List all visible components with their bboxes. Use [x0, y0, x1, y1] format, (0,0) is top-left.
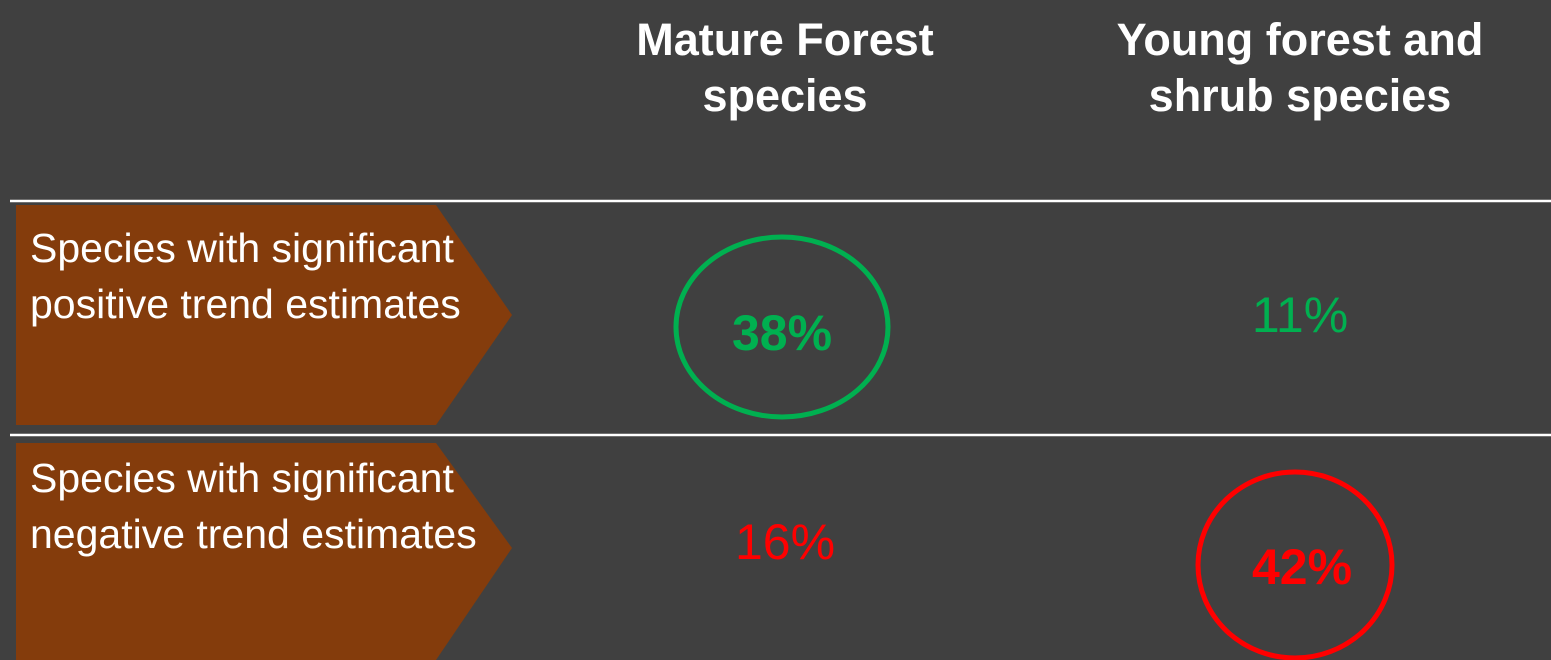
- cell-value: 11%: [1251, 287, 1349, 343]
- cell-value: 38%: [731, 305, 833, 361]
- column-header: Mature Forest species: [636, 14, 934, 121]
- row-label: Species with significant negative trend …: [30, 455, 477, 557]
- highlight-circle: [673, 234, 891, 420]
- highlight-circle: [1195, 469, 1395, 660]
- cell-value: 16%: [734, 514, 836, 570]
- row-arrow: [16, 205, 512, 425]
- column-header: Young forest and shrub species: [1116, 14, 1484, 121]
- cell-value: 42%: [1251, 539, 1353, 595]
- row-label: Species with significant positive trend …: [30, 225, 461, 327]
- row-arrow: [16, 443, 512, 660]
